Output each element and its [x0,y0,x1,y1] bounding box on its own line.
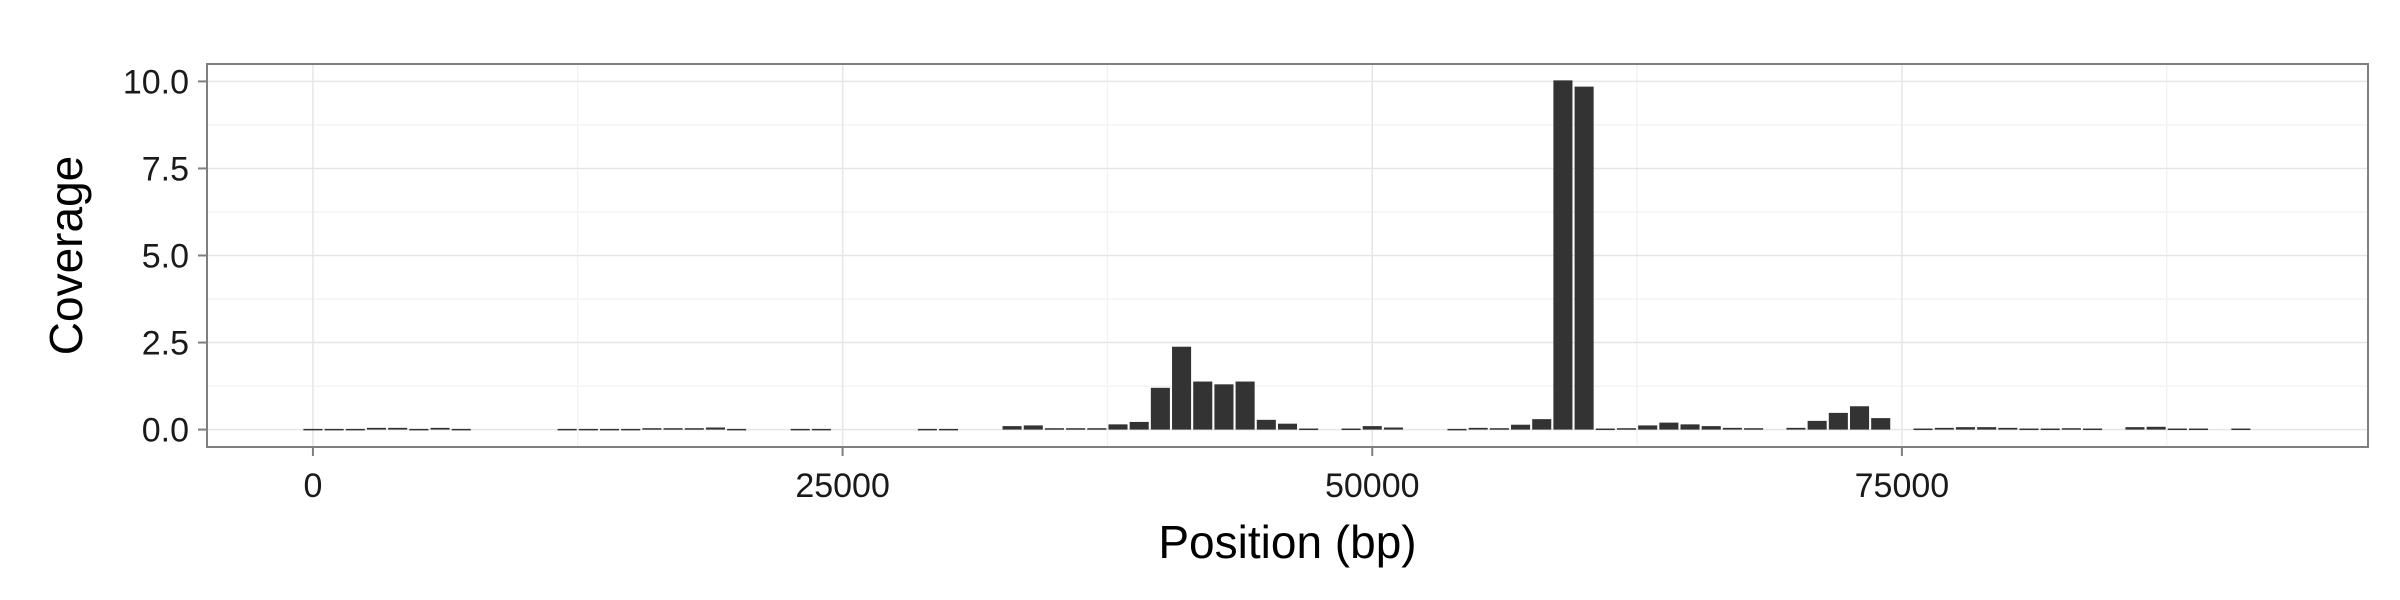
bar [303,428,323,431]
bar [2146,426,2166,430]
bar [1913,428,1933,431]
bar [1511,424,1531,430]
bar [1998,427,2018,430]
bar [1383,427,1403,430]
bar [1977,427,1997,430]
bar [1828,412,1848,430]
bar [1532,419,1552,430]
bar [324,428,344,431]
bar [2167,428,2187,431]
bar [1447,428,1467,431]
y-axis-title: Coverage [40,156,92,355]
bar [1299,428,1319,431]
grid-lines [207,64,2368,447]
bar [578,428,598,431]
bar [451,428,471,431]
bar [409,428,429,431]
bar [1002,426,1022,430]
bar-series [303,80,2251,431]
y-tick-label: 5.0 [142,238,189,276]
bar [1193,381,1213,430]
bar [2040,428,2060,431]
bar [1955,427,1975,430]
bar [2083,428,2103,431]
bar [642,428,662,430]
bar [917,428,937,431]
x-tick-label: 0 [303,467,322,505]
bar [1044,428,1064,430]
bar [727,428,747,431]
bar [1722,427,1742,430]
bar [1553,80,1573,430]
bar [1172,346,1192,430]
bar [1468,427,1488,430]
bar [1489,428,1509,430]
bar [1129,421,1149,430]
y-axis: 0.0 2.5 5.0 7.5 10.0 [123,63,207,450]
bar [811,428,831,431]
y-tick-label: 2.5 [142,325,189,363]
bar [1023,425,1043,430]
bar [1150,387,1170,430]
bar [1108,424,1128,430]
bar [2188,428,2209,431]
bar [1087,428,1107,430]
x-tick-label: 75000 [1855,467,1950,505]
bar [1341,428,1361,431]
bar [1235,381,1255,430]
bar [790,428,810,431]
bar [345,428,365,431]
bar [1849,406,1870,430]
bar [430,427,450,430]
bar [938,428,959,431]
x-tick-label: 25000 [795,467,890,505]
bar [1595,428,1615,431]
bar [2061,428,2081,430]
bar [1680,424,1700,430]
bar [684,428,704,430]
bar [2125,427,2145,430]
bar [663,428,683,430]
bar [621,428,641,431]
x-axis: 0 25000 50000 75000 [303,447,1949,505]
x-tick-label: 50000 [1325,467,1420,505]
bar [1256,419,1276,430]
bar [1659,422,1679,430]
bar [1871,418,1891,430]
bar [366,427,387,430]
bar [705,427,726,430]
bar [2231,428,2251,431]
bar [1616,428,1637,430]
bar [1574,86,1594,430]
bar [1786,427,1806,430]
bar [1362,426,1382,430]
bar [1638,425,1658,430]
bar [1277,423,1298,430]
bar [1066,428,1086,430]
bar [1701,426,1721,430]
bar [557,428,577,431]
bar [1744,428,1764,430]
bar [2019,428,2039,431]
y-tick-label: 7.5 [142,150,189,188]
bar [1807,420,1827,430]
y-tick-label: 10.0 [123,63,189,101]
bar [1934,427,1954,430]
y-tick-label: 0.0 [142,412,189,450]
bar [388,427,408,430]
bar [1214,384,1234,430]
x-axis-title: Position (bp) [1158,516,1416,568]
bar [600,428,620,431]
